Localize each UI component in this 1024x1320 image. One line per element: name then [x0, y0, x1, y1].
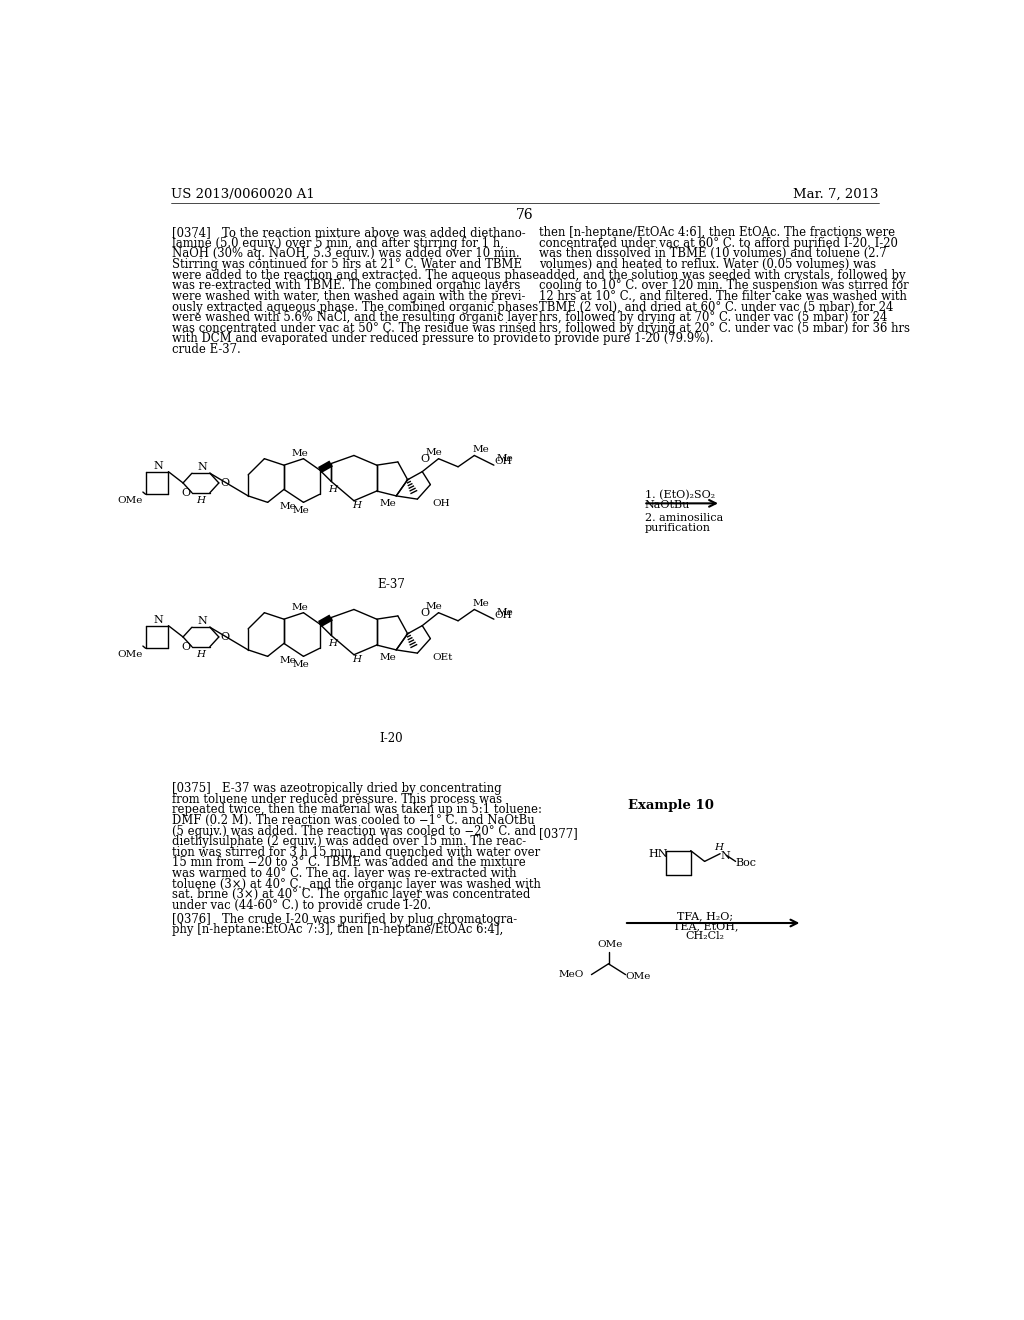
Text: H: H — [197, 496, 205, 506]
Text: Me: Me — [293, 506, 309, 515]
Text: CH₂Cl₂: CH₂Cl₂ — [686, 932, 725, 941]
Text: OH: OH — [432, 499, 450, 508]
Text: 12 hrs at 10° C., and filtered. The filter cake was washed with: 12 hrs at 10° C., and filtered. The filt… — [539, 290, 906, 302]
Text: O: O — [421, 609, 430, 618]
Text: MeO: MeO — [558, 970, 584, 979]
Text: Boc: Boc — [735, 858, 757, 869]
Text: Me: Me — [497, 454, 514, 463]
Text: diethylsulphate (2 equiv.) was added over 15 min. The reac-: diethylsulphate (2 equiv.) was added ove… — [172, 836, 526, 849]
Text: phy [n-heptane:EtOAc 7:3], then [n-heptane/EtOAc 6:4],: phy [n-heptane:EtOAc 7:3], then [n-hepta… — [172, 923, 504, 936]
Text: N: N — [720, 850, 730, 861]
Text: Me: Me — [426, 602, 442, 611]
Text: H: H — [352, 655, 361, 664]
Text: US 2013/0060020 A1: US 2013/0060020 A1 — [171, 187, 314, 201]
Text: O: O — [181, 488, 190, 498]
Text: concentrated under vac at 60° C. to afford purified I-20. I-20: concentrated under vac at 60° C. to affo… — [539, 236, 898, 249]
Text: HN: HN — [649, 849, 669, 859]
Text: crude E-37.: crude E-37. — [172, 343, 241, 356]
Text: N: N — [198, 462, 208, 473]
Text: to provide pure 1-20 (79.9%).: to provide pure 1-20 (79.9%). — [539, 333, 714, 346]
Text: OMe: OMe — [118, 649, 142, 659]
Text: TEA, EtOH,: TEA, EtOH, — [673, 921, 738, 932]
Text: then [n-heptane/EtOAc 4:6], then EtOAc. The fractions were: then [n-heptane/EtOAc 4:6], then EtOAc. … — [539, 226, 895, 239]
Text: was concentrated under vac at 50° C. The residue was rinsed: was concentrated under vac at 50° C. The… — [172, 322, 537, 335]
Text: O: O — [220, 478, 229, 488]
Text: Me: Me — [426, 447, 442, 457]
Text: NaOH (30% aq. NaOH, 5.3 equiv.) was added over 10 min.: NaOH (30% aq. NaOH, 5.3 equiv.) was adde… — [172, 247, 520, 260]
Text: Me: Me — [380, 499, 396, 508]
Text: 76: 76 — [516, 209, 534, 223]
Text: Mar. 7, 2013: Mar. 7, 2013 — [794, 187, 879, 201]
Text: O: O — [421, 454, 430, 465]
Text: H: H — [328, 639, 337, 648]
Text: Me: Me — [292, 603, 308, 612]
Text: volumes) and heated to reflux. Water (0.05 volumes) was: volumes) and heated to reflux. Water (0.… — [539, 257, 876, 271]
Text: 15 min from −20 to 3° C. TBME was added and the mixture: 15 min from −20 to 3° C. TBME was added … — [172, 857, 526, 870]
Text: OMe: OMe — [626, 972, 651, 981]
Text: O: O — [181, 642, 190, 652]
Text: NaOtBu: NaOtBu — [645, 499, 690, 510]
Text: H: H — [714, 843, 723, 851]
Text: were washed with 5.6% NaCl, and the resulting organic layer: were washed with 5.6% NaCl, and the resu… — [172, 312, 538, 325]
Text: Me: Me — [280, 656, 296, 665]
Text: DMF (0.2 M). The reaction was cooled to −1° C. and NaOtBu: DMF (0.2 M). The reaction was cooled to … — [172, 814, 535, 826]
Text: I-20: I-20 — [380, 733, 403, 744]
Text: ously extracted aqueous phase. The combined organic phases: ously extracted aqueous phase. The combi… — [172, 301, 539, 314]
Text: OEt: OEt — [432, 653, 453, 663]
Text: (5 equiv.) was added. The reaction was cooled to −20° C. and: (5 equiv.) was added. The reaction was c… — [172, 825, 537, 838]
Text: under vac (44-60° C.) to provide crude I-20.: under vac (44-60° C.) to provide crude I… — [172, 899, 431, 912]
Text: OH: OH — [494, 611, 512, 620]
Text: Me: Me — [473, 445, 489, 454]
Text: Me: Me — [292, 449, 308, 458]
Text: OMe: OMe — [598, 940, 623, 949]
Text: OMe: OMe — [118, 496, 142, 504]
Text: were washed with water, then washed again with the previ-: were washed with water, then washed agai… — [172, 290, 525, 302]
Text: Me: Me — [293, 660, 309, 668]
Text: H: H — [352, 500, 361, 510]
Text: lamine (5.0 equiv.) over 5 min, and after stirring for 1 h,: lamine (5.0 equiv.) over 5 min, and afte… — [172, 236, 504, 249]
Text: 2. aminosilica: 2. aminosilica — [645, 512, 723, 523]
Text: TBME (2 vol), and dried at 60° C. under vac (5 mbar) for 24: TBME (2 vol), and dried at 60° C. under … — [539, 301, 893, 314]
Text: [0375]   E-37 was azeotropically dried by concentrating: [0375] E-37 was azeotropically dried by … — [172, 781, 502, 795]
Text: was then dissolved in TBME (10 volumes) and toluene (2.7: was then dissolved in TBME (10 volumes) … — [539, 247, 887, 260]
Text: Me: Me — [380, 653, 396, 661]
Text: OH: OH — [494, 458, 512, 466]
Text: purification: purification — [645, 523, 711, 532]
Text: hrs, followed by drying at 20° C. under vac (5 mbar) for 36 hrs: hrs, followed by drying at 20° C. under … — [539, 322, 909, 335]
Text: N: N — [198, 616, 208, 627]
Text: E-37: E-37 — [378, 578, 406, 591]
Text: N: N — [154, 615, 164, 624]
Text: N: N — [154, 461, 164, 471]
Text: toluene (3×) at 40° C., and the organic layer was washed with: toluene (3×) at 40° C., and the organic … — [172, 878, 541, 891]
Text: cooling to 10° C. over 120 min. The suspension was stirred for: cooling to 10° C. over 120 min. The susp… — [539, 280, 908, 292]
Text: TFA, H₂O;: TFA, H₂O; — [677, 911, 733, 921]
Text: Stirring was continued for 5 hrs at 21° C. Water and TBME: Stirring was continued for 5 hrs at 21° … — [172, 257, 522, 271]
Text: Me: Me — [280, 503, 296, 511]
Text: with DCM and evaporated under reduced pressure to provide: with DCM and evaporated under reduced pr… — [172, 333, 539, 346]
Text: were added to the reaction and extracted. The aqueous phase: were added to the reaction and extracted… — [172, 269, 540, 281]
Text: H: H — [197, 651, 205, 659]
Text: hrs, followed by drying at 70° C. under vac (5 mbar) for 24: hrs, followed by drying at 70° C. under … — [539, 312, 887, 325]
Text: O: O — [220, 632, 229, 643]
Text: [0376]   The crude I-20 was purified by plug chromatogra-: [0376] The crude I-20 was purified by pl… — [172, 912, 517, 925]
Text: sat. brine (3×) at 40° C. The organic layer was concentrated: sat. brine (3×) at 40° C. The organic la… — [172, 888, 530, 902]
Text: from toluene under reduced pressure. This process was: from toluene under reduced pressure. Thi… — [172, 793, 503, 805]
Text: repeated twice, then the material was taken up in 5:1 toluene:: repeated twice, then the material was ta… — [172, 804, 542, 816]
Text: Example 10: Example 10 — [628, 799, 714, 812]
Text: [0377]: [0377] — [539, 826, 578, 840]
Text: Me: Me — [473, 599, 489, 607]
Text: Me: Me — [497, 609, 514, 618]
Text: was re-extracted with TBME. The combined organic layers: was re-extracted with TBME. The combined… — [172, 280, 520, 292]
Text: H: H — [328, 484, 337, 494]
Text: [0374]   To the reaction mixture above was added diethano-: [0374] To the reaction mixture above was… — [172, 226, 525, 239]
Text: tion was stirred for 3 h 15 min, and quenched with water over: tion was stirred for 3 h 15 min, and que… — [172, 846, 541, 859]
Text: added, and the solution was seeded with crystals, followed by: added, and the solution was seeded with … — [539, 269, 905, 281]
Text: 1. (EtO)₂SO₂: 1. (EtO)₂SO₂ — [645, 490, 715, 500]
Text: was warmed to 40° C. The aq. layer was re-extracted with: was warmed to 40° C. The aq. layer was r… — [172, 867, 517, 880]
